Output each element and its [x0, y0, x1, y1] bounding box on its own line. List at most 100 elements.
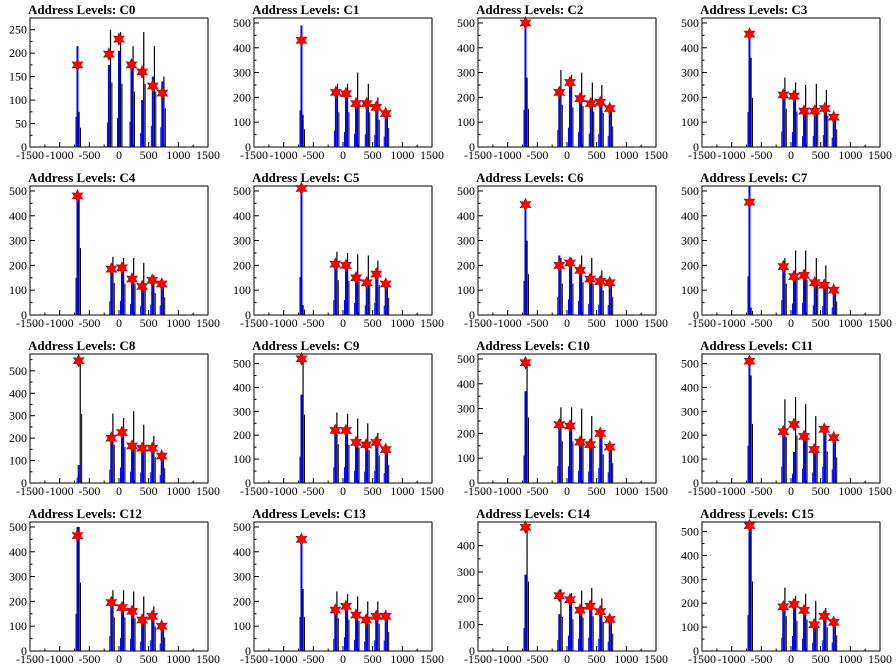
y-tick-label: 100 [681, 283, 699, 297]
x-tick-label: -500 [302, 148, 324, 162]
x-tick-label: -1000 [46, 316, 74, 330]
x-tick-label: -500 [750, 484, 772, 498]
y-tick-label: 300 [681, 66, 699, 80]
x-tick-label: 1000 [166, 484, 190, 498]
y-tick-label: 200 [233, 258, 251, 272]
y-tick-label: 0 [21, 140, 27, 154]
y-tick-label: 300 [9, 409, 27, 423]
peak-marker [136, 613, 149, 627]
x-tick-label: 1500 [644, 484, 668, 498]
peak-marker [818, 278, 831, 293]
histogram-panel-2: Address Levels: C2 0 100 200 300 400 500 -1500-… [448, 0, 672, 168]
peak-marker [777, 87, 790, 102]
y-tick-label: 400 [9, 209, 27, 223]
histogram-panel-1: Address Levels: C1 0 100 200 300 400 500 -1500-… [224, 0, 448, 168]
x-tick-label: 1500 [420, 316, 444, 330]
axes-frame [701, 353, 881, 484]
x-tick-label: -500 [78, 316, 100, 330]
histogram-svg-0: Address Levels: C0 0 50 100 150 200 250 -1500 -1… [9, 2, 220, 162]
x-tick-label: -1500 [16, 148, 44, 162]
x-tick-label: 500 [364, 652, 382, 666]
panel-title: Address Levels: C14 [476, 506, 590, 521]
histogram-panel-14: Address Levels: C14 0 100 200 300 400 -1500 -10… [448, 504, 672, 672]
x-tick-label: -1500 [688, 148, 716, 162]
peak-marker [553, 85, 566, 100]
peak-marker [156, 86, 169, 100]
y-tick-label: 200 [233, 428, 251, 442]
peak-marker [72, 353, 85, 368]
y-tick-label: 500 [233, 520, 251, 534]
peak-marker [827, 430, 840, 445]
panel-title: Address Levels: C6 [476, 170, 584, 185]
x-tick-label: -1500 [464, 652, 492, 666]
x-tick-label: 1500 [196, 316, 220, 330]
x-tick-label: -1500 [16, 484, 44, 498]
histogram-svg-4: Address Levels: C40100200300400500-1500-… [9, 170, 220, 330]
peak-marker [743, 195, 756, 210]
y-tick-label: 200 [9, 431, 27, 445]
histogram-svg-5: Address Levels: C50100200300400500-1500-… [233, 170, 444, 330]
x-tick-label: 1500 [196, 484, 220, 498]
panel-title: Address Levels: C3 [700, 2, 808, 17]
peak-marker [603, 612, 616, 627]
x-tick-label: -500 [750, 148, 772, 162]
peak-marker [808, 442, 821, 457]
peak-marker [339, 423, 352, 438]
x-tick-label: 0 [564, 652, 570, 666]
x-tick-label: 1500 [644, 652, 668, 666]
y-tick-label: 400 [681, 41, 699, 55]
peak-marker [379, 277, 392, 291]
peak-marker [146, 609, 159, 624]
histogram-svg-2: Address Levels: C20100200300400500-1500-… [457, 2, 668, 162]
peak-marker [818, 101, 831, 116]
x-tick-label: -500 [526, 484, 548, 498]
peak-marker [379, 609, 392, 624]
peak-marker [295, 532, 308, 547]
x-tick-label: 0 [564, 484, 570, 498]
y-tick-label: 400 [457, 41, 475, 55]
peak-marker [787, 89, 800, 104]
y-tick-label: 0 [245, 140, 251, 154]
panel-title: Address Levels: C5 [252, 170, 360, 185]
peak-marker [370, 267, 383, 281]
peak-marker [105, 431, 118, 446]
x-tick-label: 500 [364, 484, 382, 498]
x-tick-label: 1500 [868, 484, 892, 498]
x-tick-label: 1000 [614, 148, 638, 162]
y-tick-label: 100 [457, 283, 475, 297]
y-tick-label: 100 [233, 283, 251, 297]
peak-marker [798, 429, 811, 444]
peak-marker [360, 275, 373, 290]
x-tick-label: 1000 [390, 316, 414, 330]
axes-frame [29, 185, 209, 316]
axes-frame [253, 17, 433, 148]
panel-title: Address Levels: C7 [700, 170, 808, 185]
histogram-panel-4: Address Levels: C4 0 100 200 300 400 500 -1500-… [0, 168, 224, 336]
x-tick-label: 500 [588, 652, 606, 666]
peak-marker [563, 75, 576, 90]
y-tick-label: 200 [457, 90, 475, 104]
histogram-panel-0: Address Levels: C0 0 50 100 150 200 250 -1500 -1… [0, 0, 224, 168]
y-tick-label: 500 [457, 352, 475, 366]
peak-marker [115, 600, 128, 615]
x-tick-label: 0 [116, 484, 122, 498]
y-tick-label: 200 [457, 591, 475, 605]
histogram-svg-7: Address Levels: C70100200300400500-1500-… [681, 170, 892, 330]
peak-marker [584, 437, 597, 452]
x-tick-label: -1000 [270, 316, 298, 330]
peak-marker [115, 260, 128, 275]
x-tick-label: 1500 [196, 148, 220, 162]
peak-marker [808, 275, 821, 290]
y-tick-label: 300 [457, 234, 475, 248]
peak-marker [553, 258, 566, 273]
y-tick-label: 0 [693, 140, 699, 154]
x-tick-label: 0 [788, 484, 794, 498]
x-tick-label: -500 [302, 652, 324, 666]
x-tick-label: 0 [564, 316, 570, 330]
y-tick-label: 300 [457, 565, 475, 579]
peak-marker [136, 441, 149, 456]
x-tick-label: -500 [302, 484, 324, 498]
peak-marker [808, 104, 821, 118]
x-tick-label: -1000 [494, 148, 522, 162]
